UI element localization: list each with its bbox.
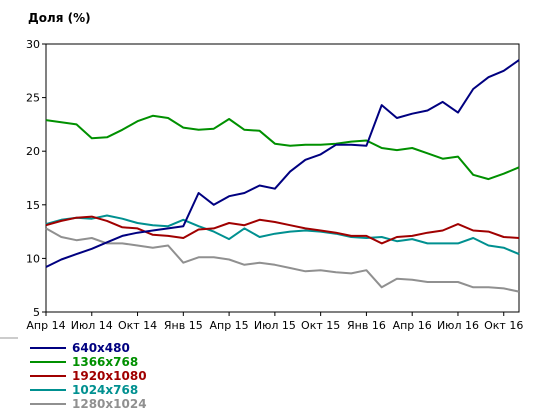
series-line-640x480 xyxy=(45,59,520,268)
y-tick-label: 20 xyxy=(26,145,40,158)
x-tick-label: Июл 15 xyxy=(254,319,296,332)
legend-label: 1024x768 xyxy=(72,383,138,397)
x-axis-ticks: Апр 14 Июл 14 Окт 14 Янв 15 Апр 15 Июл 15 Окт … xyxy=(26,312,523,332)
legend-label: 1280x1024 xyxy=(72,397,147,411)
y-tick-label: 10 xyxy=(26,252,40,265)
x-tick-label: Апр 15 xyxy=(209,319,248,332)
legend-label: 1920x1080 xyxy=(72,369,147,383)
series-line-1366x768 xyxy=(45,114,520,181)
x-tick-label: Окт 14 xyxy=(118,319,157,332)
y-tick-label: 5 xyxy=(33,306,40,319)
legend-label: 1366x768 xyxy=(72,355,138,369)
series-lines xyxy=(45,59,520,293)
series-line-1920x1080 xyxy=(45,215,520,245)
series-line-1024x768 xyxy=(45,214,520,256)
x-tick-label: Окт 15 xyxy=(301,319,340,332)
x-tick-label: Апр 14 xyxy=(26,319,65,332)
y-axis-ticks: 5 10 15 20 25 30 xyxy=(26,38,46,319)
x-tick-label: Апр 16 xyxy=(393,319,432,332)
series-line-1280x1024 xyxy=(45,227,520,293)
x-tick-label: Июл 14 xyxy=(71,319,113,332)
legend: 640x4801366x7681920x10801024x7681280x102… xyxy=(30,341,147,411)
x-tick-label: Июл 16 xyxy=(437,319,479,332)
plot-area xyxy=(45,43,520,313)
x-tick-label: Окт 16 xyxy=(484,319,523,332)
y-tick-label: 15 xyxy=(26,199,40,212)
x-tick-label: Янв 15 xyxy=(164,319,203,332)
y-axis-label: Доля (%) xyxy=(28,11,91,25)
y-tick-label: 25 xyxy=(26,92,40,105)
y-tick-label: 30 xyxy=(26,38,40,51)
legend-label: 640x480 xyxy=(72,341,130,355)
x-tick-label: Янв 16 xyxy=(347,319,386,332)
